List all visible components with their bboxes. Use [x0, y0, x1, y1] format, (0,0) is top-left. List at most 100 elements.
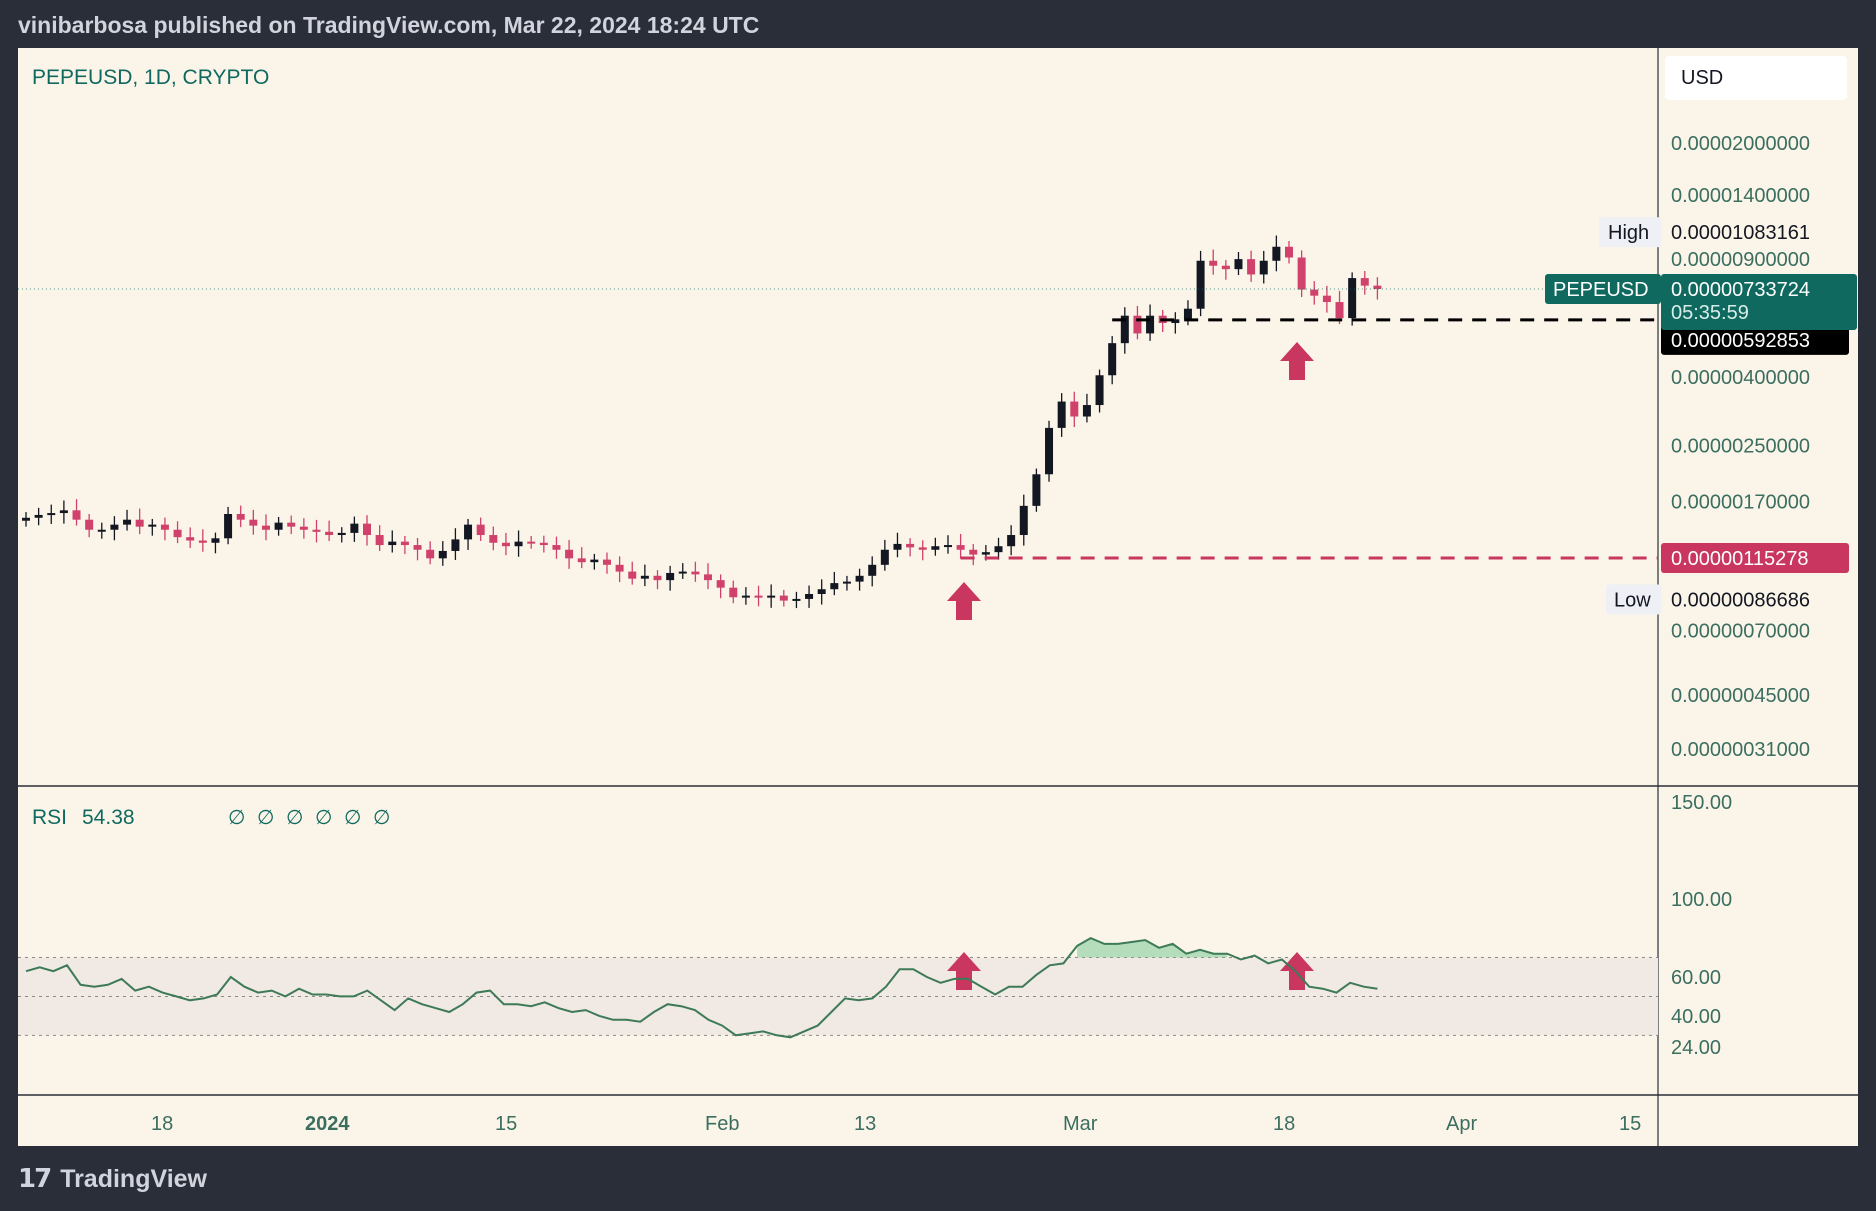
- candle-body: [552, 545, 561, 550]
- candle-body: [198, 540, 207, 543]
- price-tick-label: 0.00001400000: [1671, 185, 1810, 207]
- candle-body: [97, 529, 106, 532]
- symbol-tag: PEPEUSD: [1553, 279, 1649, 301]
- candle-body: [754, 595, 763, 598]
- candle-body: [918, 547, 927, 550]
- candle-body: [464, 524, 473, 540]
- candle-body: [767, 595, 776, 598]
- candle-body: [868, 564, 877, 576]
- candle-body: [880, 549, 889, 565]
- candle-body: [1019, 505, 1028, 536]
- candle-body: [1095, 375, 1104, 406]
- candle-body: [501, 542, 510, 547]
- currency-selector[interactable]: USD: [1665, 56, 1847, 100]
- candle-body: [110, 524, 119, 530]
- rsi-tick-label: 40.00: [1671, 1006, 1721, 1028]
- support-red-label-bg: [1661, 542, 1849, 573]
- candle-body: [1259, 260, 1268, 275]
- candle-body: [527, 541, 536, 544]
- candle-body: [1007, 535, 1016, 547]
- candle-body: [956, 545, 965, 550]
- candle-body: [363, 523, 372, 536]
- candle-body: [729, 587, 738, 598]
- candle-body: [716, 580, 725, 588]
- rsi-title: RSI: [32, 806, 67, 829]
- chart-canvas[interactable]: PEPEUSD, 1D, CRYPTO 0.00002000000 0.000014…: [18, 48, 1858, 1146]
- candle-body: [1057, 401, 1066, 428]
- candle-body: [72, 510, 81, 520]
- candle-body: [47, 513, 56, 516]
- time-tick-label: 18: [151, 1113, 173, 1135]
- candle-body: [602, 559, 611, 565]
- candle-body: [1272, 246, 1281, 261]
- support-black-label: 0.00000592853: [1671, 330, 1810, 352]
- candle-body: [842, 581, 851, 584]
- price-tick-label: 0.00000045000: [1671, 685, 1810, 707]
- candle-body: [186, 537, 195, 541]
- candle-body: [400, 541, 409, 546]
- candle-body: [236, 514, 245, 520]
- candle-body: [666, 572, 675, 581]
- candle-body: [350, 523, 359, 533]
- candle-body: [1335, 302, 1344, 319]
- candle-body: [1221, 265, 1230, 270]
- candle-body: [704, 574, 713, 581]
- footer: 17 TradingView: [18, 1164, 207, 1194]
- candle-body: [148, 524, 157, 527]
- price-tick-label: 0.00000900000: [1671, 249, 1810, 271]
- candle-body: [261, 525, 270, 530]
- candle-body: [299, 526, 308, 530]
- high-tag: High: [1608, 222, 1649, 244]
- chart-frame[interactable]: PEPEUSD, 1D, CRYPTO 0.00002000000 0.000014…: [18, 48, 1858, 1146]
- candle-body: [1209, 260, 1218, 266]
- candle-body: [590, 559, 599, 563]
- candle-body: [906, 543, 915, 548]
- candle-body: [22, 517, 30, 521]
- candle-body: [1146, 315, 1155, 334]
- last-price-tag-bg: [1661, 273, 1857, 330]
- candle-body: [539, 542, 548, 546]
- candle-body: [1247, 259, 1256, 275]
- candle-body: [1082, 405, 1091, 417]
- up-arrow-icon: [1280, 342, 1314, 380]
- candle-body: [943, 545, 952, 548]
- candle-body: [476, 524, 485, 536]
- last-price-value: 0.00000733724: [1671, 279, 1810, 301]
- candle-body: [931, 546, 940, 550]
- low-tag: Low: [1614, 589, 1651, 611]
- candle-body: [1171, 319, 1180, 324]
- rsi-param-icon: ∅: [315, 807, 332, 829]
- candle-body: [388, 541, 397, 546]
- candle-body: [489, 535, 498, 543]
- candle-body: [1108, 343, 1117, 376]
- candle-body: [1120, 315, 1129, 344]
- candle-body: [337, 532, 346, 536]
- candle-body: [1360, 278, 1369, 286]
- candle-body: [1310, 289, 1319, 296]
- candle-body: [514, 541, 523, 547]
- support-black-label-bg: [1661, 324, 1849, 355]
- rsi-param-icon: ∅: [257, 807, 274, 829]
- candle-body: [628, 571, 637, 579]
- rsi-tick-label: 24.00: [1671, 1037, 1721, 1059]
- candle-body: [1196, 260, 1205, 309]
- candle-body: [34, 514, 43, 518]
- price-tick-label: 0.00000400000: [1671, 367, 1810, 389]
- tradingview-wordmark: TradingView: [60, 1164, 207, 1193]
- candle-body: [438, 550, 447, 559]
- candle-body: [287, 522, 296, 527]
- candle-body: [565, 549, 574, 559]
- time-tick-label: 2024: [305, 1113, 350, 1135]
- time-tick-label: 13: [854, 1113, 876, 1135]
- support-red-label: 0.00000115278: [1671, 548, 1809, 570]
- low-tag-bg: [1606, 584, 1661, 615]
- candle-body: [792, 598, 801, 601]
- countdown: 05:35:59: [1671, 302, 1749, 324]
- candle-body: [577, 558, 586, 563]
- candle-body: [1373, 285, 1382, 289]
- candle-body: [1322, 295, 1331, 303]
- high-tag-bg: [1599, 217, 1661, 248]
- candle-body: [249, 519, 258, 526]
- candle-body: [1234, 259, 1243, 270]
- rsi-overbought-fill: [1077, 938, 1228, 958]
